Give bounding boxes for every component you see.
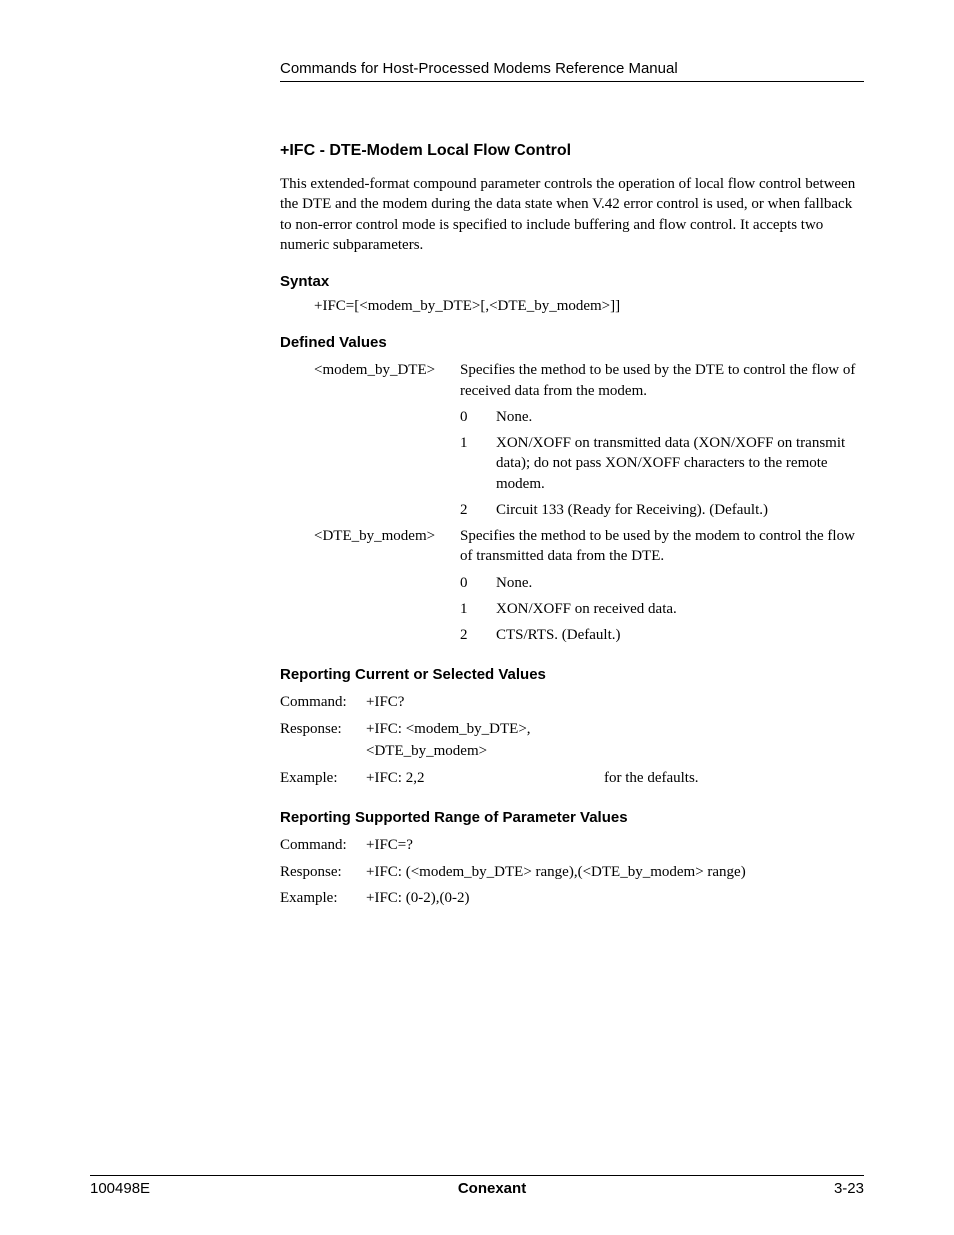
intro-paragraph: This extended-format compound parameter … <box>280 174 864 255</box>
footer-left: 100498E <box>90 1180 150 1197</box>
option-desc: None. <box>496 404 864 430</box>
report-range-table: Command: +IFC=? Response: +IFC: (<modem_… <box>280 832 754 912</box>
report-extra: for the defaults. <box>604 765 707 792</box>
option-row: 0 None. <box>314 404 864 430</box>
report-label: Response: <box>280 716 366 765</box>
option-num: 2 <box>460 622 496 648</box>
syntax-text: +IFC=[<modem_by_DTE>[,<DTE_by_modem>]] <box>314 296 864 316</box>
report-current-heading: Reporting Current or Selected Values <box>280 666 864 683</box>
option-num: 1 <box>460 430 496 497</box>
report-value: +IFC: (<modem_by_DTE> range),(<DTE_by_mo… <box>366 859 754 886</box>
option-row: 0 None. <box>314 570 864 596</box>
report-row: Example: +IFC: (0-2),(0-2) <box>280 885 754 912</box>
option-row: 1 XON/XOFF on received data. <box>314 596 864 622</box>
option-row: 2 CTS/RTS. (Default.) <box>314 622 864 648</box>
report-label: Command: <box>280 689 366 716</box>
param-name: <DTE_by_modem> <box>314 523 460 570</box>
report-row: Example: +IFC: 2,2 for the defaults. <box>280 765 707 792</box>
page-footer: 100498E Conexant 3-23 <box>90 1175 864 1197</box>
section-title: +IFC - DTE-Modem Local Flow Control <box>280 142 864 160</box>
footer-center: Conexant <box>458 1180 526 1197</box>
page-content: +IFC - DTE-Modem Local Flow Control This… <box>280 142 864 912</box>
page: Commands for Host-Processed Modems Refer… <box>0 0 954 1235</box>
report-value: +IFC? <box>366 689 604 716</box>
option-num: 1 <box>460 596 496 622</box>
report-row: Command: +IFC? <box>280 689 707 716</box>
report-row: Response: +IFC: (<modem_by_DTE> range),(… <box>280 859 754 886</box>
report-value: +IFC: <modem_by_DTE>,<DTE_by_modem> <box>366 716 604 765</box>
report-range-heading: Reporting Supported Range of Parameter V… <box>280 809 864 826</box>
option-desc: XON/XOFF on received data. <box>496 596 864 622</box>
param-name: <modem_by_DTE> <box>314 357 460 404</box>
report-label: Example: <box>280 765 366 792</box>
param-row: <modem_by_DTE> Specifies the method to b… <box>314 357 864 404</box>
option-desc: CTS/RTS. (Default.) <box>496 622 864 648</box>
param-desc: Specifies the method to be used by the m… <box>460 523 864 570</box>
report-label: Command: <box>280 832 366 859</box>
option-row: 2 Circuit 133 (Ready for Receiving). (De… <box>314 497 864 523</box>
report-row: Command: +IFC=? <box>280 832 754 859</box>
param-desc: Specifies the method to be used by the D… <box>460 357 864 404</box>
option-num: 0 <box>460 570 496 596</box>
footer-right: 3-23 <box>834 1180 864 1197</box>
param-row: <DTE_by_modem> Specifies the method to b… <box>314 523 864 570</box>
option-row: 1 XON/XOFF on transmitted data (XON/XOFF… <box>314 430 864 497</box>
report-current-table: Command: +IFC? Response: +IFC: <modem_by… <box>280 689 707 791</box>
option-num: 2 <box>460 497 496 523</box>
option-num: 0 <box>460 404 496 430</box>
page-header: Commands for Host-Processed Modems Refer… <box>280 60 864 82</box>
report-row: Response: +IFC: <modem_by_DTE>,<DTE_by_m… <box>280 716 707 765</box>
report-label: Example: <box>280 885 366 912</box>
report-value: +IFC=? <box>366 832 754 859</box>
report-label: Response: <box>280 859 366 886</box>
syntax-heading: Syntax <box>280 273 864 290</box>
option-desc: Circuit 133 (Ready for Receiving). (Defa… <box>496 497 864 523</box>
option-desc: XON/XOFF on transmitted data (XON/XOFF o… <box>496 430 864 497</box>
defined-values-heading: Defined Values <box>280 334 864 351</box>
option-desc: None. <box>496 570 864 596</box>
defined-values-table: <modem_by_DTE> Specifies the method to b… <box>314 357 864 648</box>
report-value: +IFC: 2,2 <box>366 765 604 792</box>
report-value: +IFC: (0-2),(0-2) <box>366 885 754 912</box>
